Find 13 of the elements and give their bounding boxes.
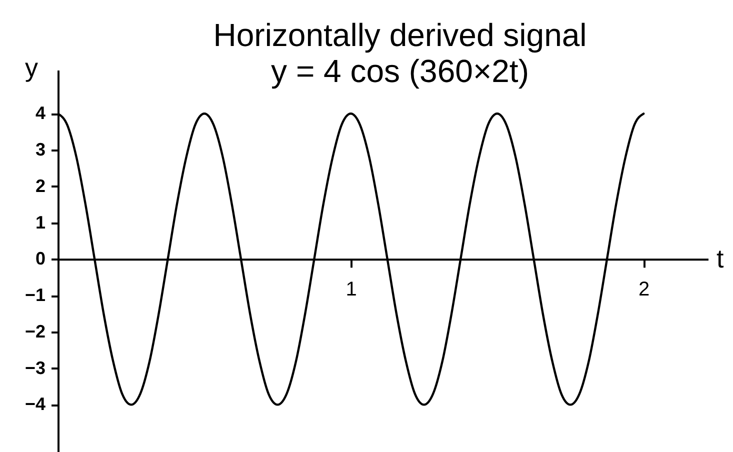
y-tick-label: −3 bbox=[24, 358, 46, 378]
chart-subtitle: y = 4 cos (360×2t) bbox=[271, 53, 529, 89]
y-tick-label: −4 bbox=[24, 394, 46, 414]
chart-title: Horizontally derived signal bbox=[213, 17, 587, 53]
y-tick-label: −2 bbox=[24, 321, 46, 342]
y-tick-label: 0 bbox=[35, 248, 46, 269]
y-tick-label: 1 bbox=[35, 212, 46, 232]
y-tick-label: 3 bbox=[35, 140, 46, 160]
y-tick-label: 4 bbox=[35, 103, 46, 124]
y-axis-title: y bbox=[25, 52, 38, 82]
y-tick-label: 2 bbox=[35, 176, 46, 196]
x-axis-title: t bbox=[716, 244, 724, 274]
y-tick-label: −1 bbox=[24, 285, 46, 306]
